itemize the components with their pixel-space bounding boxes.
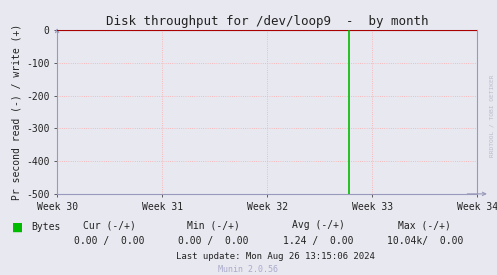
Text: 0.00 /  0.00: 0.00 / 0.00 (74, 236, 145, 246)
Text: 1.24 /  0.00: 1.24 / 0.00 (283, 236, 353, 246)
Text: Bytes: Bytes (31, 222, 60, 232)
Text: 10.04k/  0.00: 10.04k/ 0.00 (387, 236, 463, 246)
Text: Max (-/+): Max (-/+) (399, 221, 451, 230)
Text: Min (-/+): Min (-/+) (187, 221, 240, 230)
Text: 0.00 /  0.00: 0.00 / 0.00 (178, 236, 249, 246)
Y-axis label: Pr second read (-) / write (+): Pr second read (-) / write (+) (12, 24, 22, 200)
Text: Munin 2.0.56: Munin 2.0.56 (219, 265, 278, 274)
Text: Cur (-/+): Cur (-/+) (83, 221, 136, 230)
Text: Last update: Mon Aug 26 13:15:06 2024: Last update: Mon Aug 26 13:15:06 2024 (176, 252, 375, 261)
Text: RRDTOOL / TOBI OETIKER: RRDTOOL / TOBI OETIKER (490, 74, 495, 157)
Text: ■: ■ (12, 220, 23, 233)
Title: Disk throughput for /dev/loop9  -  by month: Disk throughput for /dev/loop9 - by mont… (106, 15, 428, 28)
Text: Avg (-/+): Avg (-/+) (292, 221, 344, 230)
